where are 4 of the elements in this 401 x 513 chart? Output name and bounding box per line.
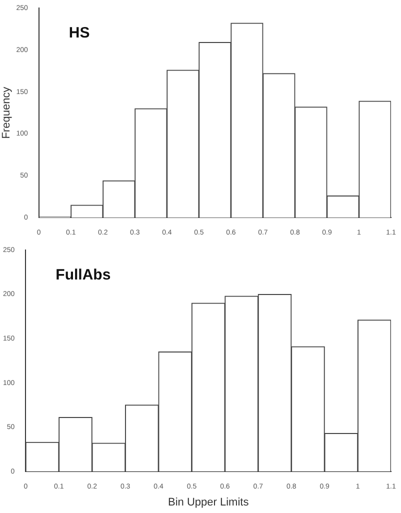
text: FullAbs: [56, 266, 111, 284]
text: HS: [68, 24, 90, 42]
y-axis-title: Frequency: [0, 86, 13, 139]
x-axis-title: Bin Upper Limits: [168, 496, 250, 508]
